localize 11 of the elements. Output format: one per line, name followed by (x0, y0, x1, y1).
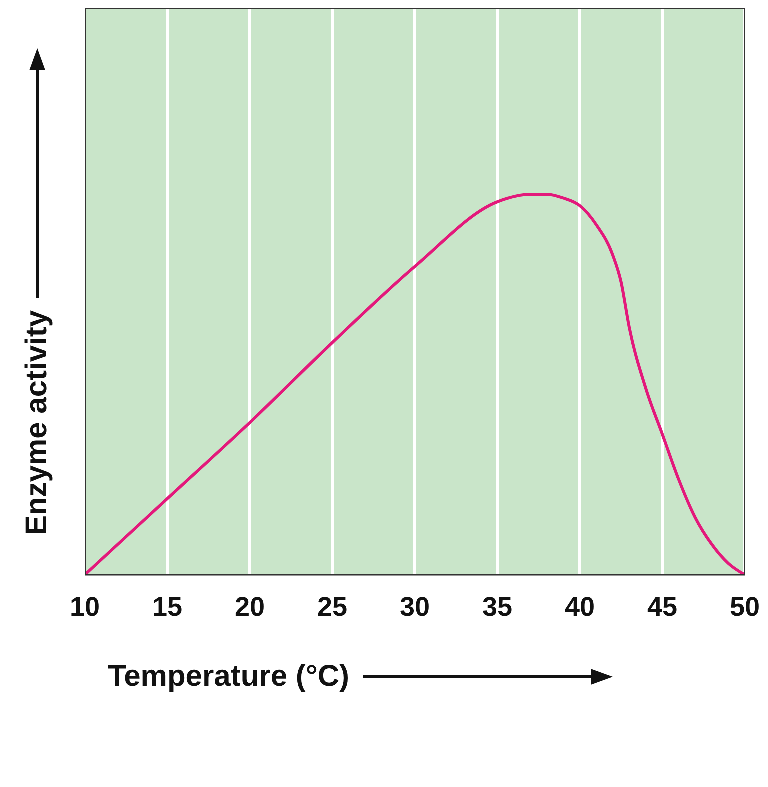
x-axis-title: Temperature (°C) (108, 660, 350, 694)
x-tick-label: 25 (317, 592, 348, 622)
x-tick-label: 45 (647, 592, 678, 622)
y-axis-title: Enzyme activity (21, 310, 55, 536)
x-tick-label: 15 (152, 592, 183, 622)
x-tick-label: 10 (70, 592, 100, 622)
x-tick-label: 50 (730, 592, 760, 622)
x-tick-label: 30 (400, 592, 430, 622)
x-tick-label: 35 (482, 592, 513, 622)
x-tick-label: 40 (564, 592, 596, 622)
x-tick-label: 20 (234, 592, 266, 622)
